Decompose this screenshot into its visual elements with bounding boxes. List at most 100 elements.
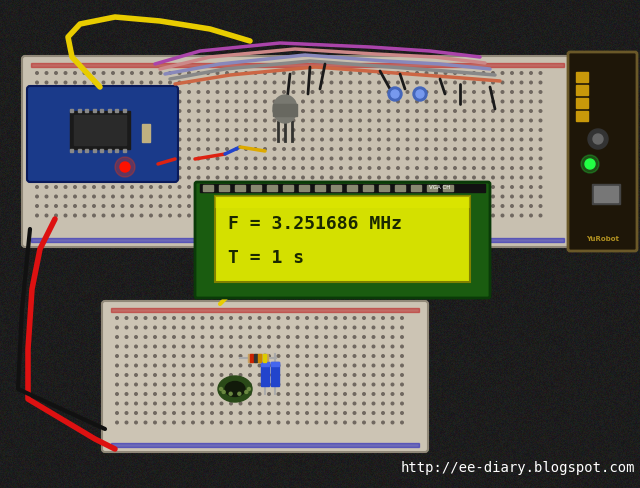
Circle shape xyxy=(529,148,533,152)
Circle shape xyxy=(168,214,172,218)
Circle shape xyxy=(381,411,385,415)
Circle shape xyxy=(234,129,239,133)
Circle shape xyxy=(406,81,410,85)
Circle shape xyxy=(406,185,410,190)
Circle shape xyxy=(159,101,163,104)
Circle shape xyxy=(406,195,410,199)
Circle shape xyxy=(182,421,186,425)
Circle shape xyxy=(396,204,400,208)
Circle shape xyxy=(301,138,305,142)
Circle shape xyxy=(54,185,58,190)
Circle shape xyxy=(387,167,390,171)
Circle shape xyxy=(134,383,138,386)
Circle shape xyxy=(102,157,106,161)
Circle shape xyxy=(529,138,533,142)
Circle shape xyxy=(434,138,438,142)
Circle shape xyxy=(239,335,243,339)
Circle shape xyxy=(276,316,280,320)
Circle shape xyxy=(472,148,476,152)
Bar xyxy=(576,86,588,96)
Circle shape xyxy=(83,148,86,152)
Circle shape xyxy=(339,91,343,95)
Circle shape xyxy=(273,101,276,104)
Circle shape xyxy=(390,335,394,339)
Circle shape xyxy=(168,110,172,114)
Circle shape xyxy=(263,167,267,171)
Circle shape xyxy=(168,148,172,152)
Circle shape xyxy=(415,138,419,142)
Circle shape xyxy=(273,167,276,171)
Circle shape xyxy=(216,176,220,180)
Circle shape xyxy=(453,167,457,171)
Circle shape xyxy=(191,402,195,406)
Circle shape xyxy=(149,204,153,208)
Circle shape xyxy=(520,148,524,152)
Circle shape xyxy=(320,81,324,85)
Circle shape xyxy=(102,214,106,218)
Circle shape xyxy=(472,119,476,123)
Circle shape xyxy=(172,392,176,396)
Bar xyxy=(203,185,213,192)
Circle shape xyxy=(35,195,39,199)
Circle shape xyxy=(510,176,514,180)
Circle shape xyxy=(168,72,172,76)
Circle shape xyxy=(120,138,125,142)
Circle shape xyxy=(324,326,328,330)
Circle shape xyxy=(472,138,476,142)
Circle shape xyxy=(216,91,220,95)
Bar xyxy=(77,110,81,113)
Circle shape xyxy=(153,383,157,386)
Circle shape xyxy=(291,72,296,76)
Circle shape xyxy=(330,81,333,85)
Circle shape xyxy=(472,167,476,171)
Circle shape xyxy=(310,138,314,142)
Circle shape xyxy=(244,72,248,76)
Circle shape xyxy=(92,101,96,104)
Circle shape xyxy=(387,101,390,104)
Circle shape xyxy=(83,72,86,76)
Circle shape xyxy=(257,316,262,320)
Circle shape xyxy=(120,129,125,133)
Circle shape xyxy=(301,214,305,218)
Bar xyxy=(261,362,269,366)
Circle shape xyxy=(187,167,191,171)
Circle shape xyxy=(286,421,290,425)
Circle shape xyxy=(273,91,276,95)
Circle shape xyxy=(63,119,67,123)
Circle shape xyxy=(267,364,271,368)
Circle shape xyxy=(244,214,248,218)
Circle shape xyxy=(111,176,115,180)
Circle shape xyxy=(491,138,495,142)
Circle shape xyxy=(320,138,324,142)
Circle shape xyxy=(444,176,447,180)
Circle shape xyxy=(472,214,476,218)
Circle shape xyxy=(371,392,376,396)
Circle shape xyxy=(396,91,400,95)
Circle shape xyxy=(463,119,467,123)
Circle shape xyxy=(276,402,280,406)
Circle shape xyxy=(206,101,210,104)
Circle shape xyxy=(481,119,486,123)
Circle shape xyxy=(520,167,524,171)
Circle shape xyxy=(400,373,404,377)
Circle shape xyxy=(73,167,77,171)
Circle shape xyxy=(310,72,314,76)
Bar xyxy=(594,186,618,203)
Circle shape xyxy=(143,326,147,330)
Circle shape xyxy=(291,119,296,123)
Circle shape xyxy=(330,157,333,161)
Circle shape xyxy=(134,345,138,349)
Circle shape xyxy=(510,101,514,104)
Circle shape xyxy=(244,204,248,208)
Circle shape xyxy=(111,81,115,85)
Circle shape xyxy=(444,72,447,76)
Circle shape xyxy=(291,214,296,218)
Circle shape xyxy=(377,72,381,76)
Circle shape xyxy=(434,110,438,114)
Circle shape xyxy=(102,185,106,190)
Bar xyxy=(215,197,470,283)
Circle shape xyxy=(45,119,49,123)
Circle shape xyxy=(140,119,143,123)
Circle shape xyxy=(282,129,286,133)
Circle shape xyxy=(301,101,305,104)
